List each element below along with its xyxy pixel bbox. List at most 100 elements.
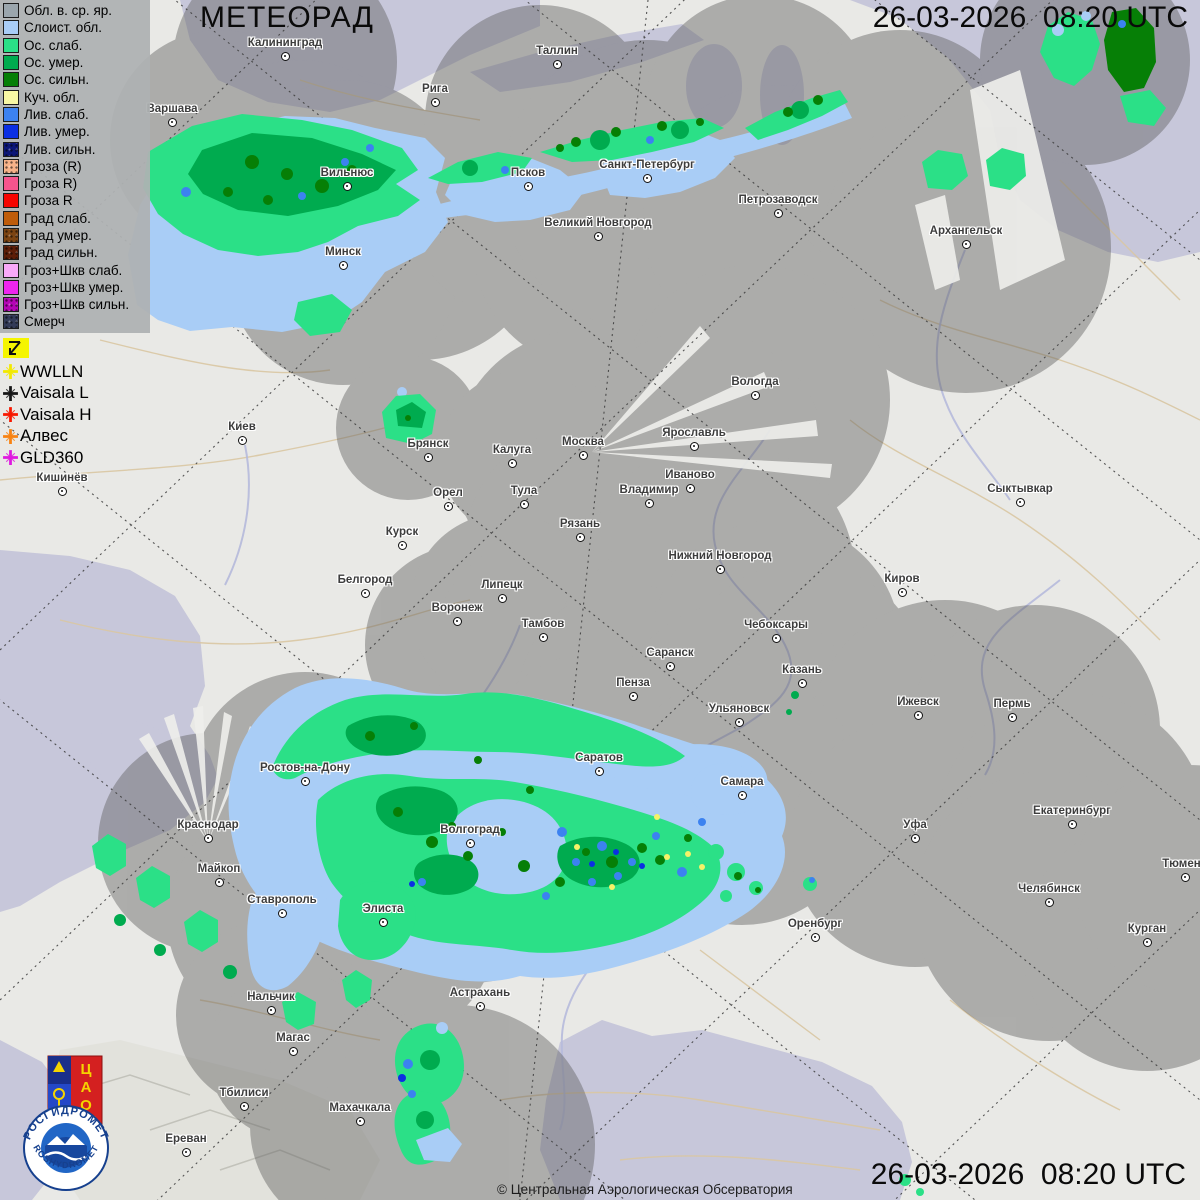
city-label: Великий Новгород <box>544 217 652 229</box>
city-marker-icon <box>452 616 462 626</box>
legend-swatch <box>3 20 19 36</box>
city-label: Краснодар <box>177 819 239 831</box>
legend-item: Гроза R <box>3 192 150 209</box>
city-label: Пермь <box>993 698 1031 710</box>
city-marker-icon <box>552 59 562 69</box>
city-marker-icon <box>575 532 585 542</box>
city-marker-icon <box>594 766 604 776</box>
legend-label: Град сильн. <box>24 245 98 261</box>
roads-layer <box>0 79 1200 1171</box>
city-label: Уфа <box>903 819 927 831</box>
legend-swatch <box>3 37 19 53</box>
city-marker-icon <box>665 661 675 671</box>
city-label: Киров <box>884 573 920 585</box>
city-label: Екатеринбург <box>1033 805 1111 817</box>
city-label: Тамбов <box>521 618 565 630</box>
lightning-source-label: WWLLN <box>20 361 84 381</box>
city-marker-icon <box>715 564 725 574</box>
city-label: Белгород <box>337 574 393 586</box>
city-marker-icon <box>280 51 290 61</box>
city-label: Саратов <box>575 752 623 764</box>
city-marker-icon <box>237 435 247 445</box>
city-label: Элиста <box>362 903 404 915</box>
legend-item: Лив. сильн. <box>3 140 150 157</box>
city-marker-icon <box>689 441 699 451</box>
city-marker-icon <box>1007 712 1017 722</box>
legend-item: Лив. слаб. <box>3 106 150 123</box>
city-marker-icon <box>685 483 695 493</box>
city-marker-icon <box>378 917 388 927</box>
city-marker-icon <box>897 587 907 597</box>
legend-label: Смерч <box>24 314 65 330</box>
legend-label: Гроза R) <box>24 176 78 192</box>
legend-item: Град слаб. <box>3 210 150 227</box>
legend-swatch <box>3 279 19 295</box>
city-marker-icon <box>338 260 348 270</box>
city-label: Пенза <box>616 677 650 689</box>
city-marker-icon <box>913 710 923 720</box>
city-label: Калуга <box>492 444 532 456</box>
legend-label: Ос. сильн. <box>24 72 90 88</box>
lightning-source-item: GLD360 <box>2 447 92 469</box>
city-label: Варшава <box>146 103 198 115</box>
legend-item: Смерч <box>3 313 150 330</box>
city-marker-icon <box>593 231 603 241</box>
legend-label: Лив. сильн. <box>24 141 96 157</box>
page-title: МЕТЕОРАД <box>200 1 374 34</box>
legend-item: Куч. обл. <box>3 88 150 105</box>
lightning-cross-icon <box>3 407 18 423</box>
datetime-bottom: 26-03-2026 08:20 UTC <box>870 1158 1186 1191</box>
legend-label: Гроз+Шкв сильн. <box>24 297 130 313</box>
legend-swatch <box>3 176 19 192</box>
city-label: Курган <box>1127 923 1167 935</box>
legend-label: Гроза (R) <box>24 158 82 174</box>
city-marker-icon <box>578 450 588 460</box>
city-label: Магас <box>276 1032 310 1044</box>
city-label: Ереван <box>165 1133 207 1145</box>
city-label: Иваново <box>665 469 715 481</box>
city-label: Оренбург <box>787 918 843 930</box>
city-marker-icon <box>497 593 507 603</box>
city-marker-icon <box>342 181 352 191</box>
legend-item: Гроза R) <box>3 175 150 192</box>
city-marker-icon <box>773 208 783 218</box>
city-marker-icon <box>465 838 475 848</box>
legend-item: Лив. умер. <box>3 123 150 140</box>
legend-swatch <box>3 106 19 122</box>
city-marker-icon <box>397 540 407 550</box>
city-label: Орел <box>433 487 463 499</box>
city-marker-icon <box>737 790 747 800</box>
legend-label: Слоист. обл. <box>24 20 103 36</box>
city-label: Липецк <box>481 579 523 591</box>
legend-swatch <box>3 124 19 140</box>
legend-item: Ос. слаб. <box>3 37 150 54</box>
city-label: Тула <box>510 485 538 497</box>
city-marker-icon <box>538 632 548 642</box>
legend-item: Град сильн. <box>3 244 150 261</box>
city-label: Махачкала <box>329 1102 391 1114</box>
city-marker-icon <box>961 239 971 249</box>
city-label: Брянск <box>407 438 449 450</box>
radar-spoke-artifacts <box>139 70 1065 842</box>
city-label: Архангельск <box>929 225 1003 237</box>
city-label: Ижевск <box>897 696 939 708</box>
city-label: Тбилиси <box>219 1087 269 1099</box>
lightning-cross-icon <box>3 385 18 401</box>
city-label: Саранск <box>646 647 694 659</box>
city-marker-icon <box>507 458 517 468</box>
svg-text:А: А <box>81 1079 92 1096</box>
city-marker-icon <box>360 588 370 598</box>
city-label: Москва <box>562 436 604 448</box>
city-label: Петрозаводск <box>738 194 818 206</box>
lightning-cross-icon <box>3 364 18 380</box>
city-label: Сыктывкар <box>987 483 1053 495</box>
lightning-sources-legend: WWLLN Vaisala L Vaisala H Алвес GLD360 <box>2 361 92 469</box>
legend-item: Слоист. обл. <box>3 19 150 36</box>
city-marker-icon <box>181 1147 191 1157</box>
legend-swatch <box>3 314 19 330</box>
city-marker-icon <box>1015 497 1025 507</box>
city-label: Чебоксары <box>744 619 808 631</box>
city-marker-icon <box>430 97 440 107</box>
